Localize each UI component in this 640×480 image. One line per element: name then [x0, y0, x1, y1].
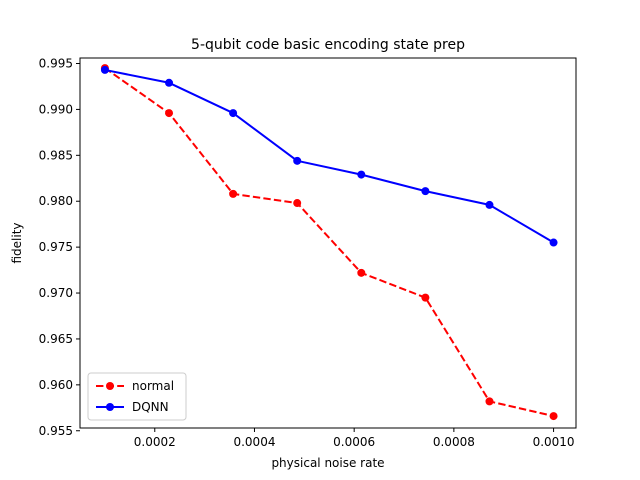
legend: normal DQNN [87, 372, 187, 421]
data-point-normal [229, 189, 238, 198]
legend-marker-normal [106, 382, 114, 390]
data-point-dqnn [357, 170, 366, 179]
legend-marker-dqnn [106, 403, 114, 411]
y-tick-label: 0.970 [39, 286, 73, 300]
y-tick-label: 0.975 [39, 240, 73, 254]
x-tick-label: 0.0008 [433, 435, 475, 449]
data-point-normal [549, 412, 558, 421]
data-point-dqnn [100, 65, 109, 74]
data-point-dqnn [229, 109, 238, 118]
data-point-dqnn [293, 156, 302, 165]
legend-label-normal: normal [132, 379, 174, 393]
x-tick-label: 0.0004 [233, 435, 275, 449]
x-tick-label: 0.0006 [333, 435, 375, 449]
series-line-dqnn [104, 68, 555, 244]
chart-title: 5-qubit code basic encoding state prep [191, 37, 465, 53]
data-point-dqnn [485, 200, 494, 209]
y-tick-label: 0.980 [39, 194, 73, 208]
data-point-dqnn [165, 78, 174, 87]
data-point-normal [165, 109, 174, 118]
y-tick-label: 0.995 [39, 57, 73, 71]
plot-layer [100, 64, 558, 421]
y-tick-label: 0.960 [39, 378, 73, 392]
y-tick-label: 0.990 [39, 102, 73, 116]
series-line-normal [104, 67, 554, 418]
y-tick-label: 0.965 [39, 332, 73, 346]
data-point-dqnn [549, 238, 558, 247]
x-tick-label: 0.0002 [134, 435, 176, 449]
y-axis-title: fidelity [10, 222, 24, 263]
data-point-normal [421, 293, 430, 302]
data-point-normal [293, 199, 302, 208]
data-point-dqnn [421, 187, 430, 196]
data-point-normal [357, 268, 366, 277]
data-point-normal [485, 397, 494, 406]
x-tick-label: 0.0010 [533, 435, 575, 449]
y-tick-label: 0.955 [39, 424, 73, 438]
x-axis-title: physical noise rate [271, 456, 384, 470]
y-tick-label: 0.985 [39, 148, 73, 162]
axis-ticks: 0.0002 0.0004 0.0006 0.0008 0.0010 0.955 0.960… [39, 57, 575, 449]
plot-frame [79, 57, 577, 429]
legend-label-dqnn: DQNN [132, 400, 169, 414]
